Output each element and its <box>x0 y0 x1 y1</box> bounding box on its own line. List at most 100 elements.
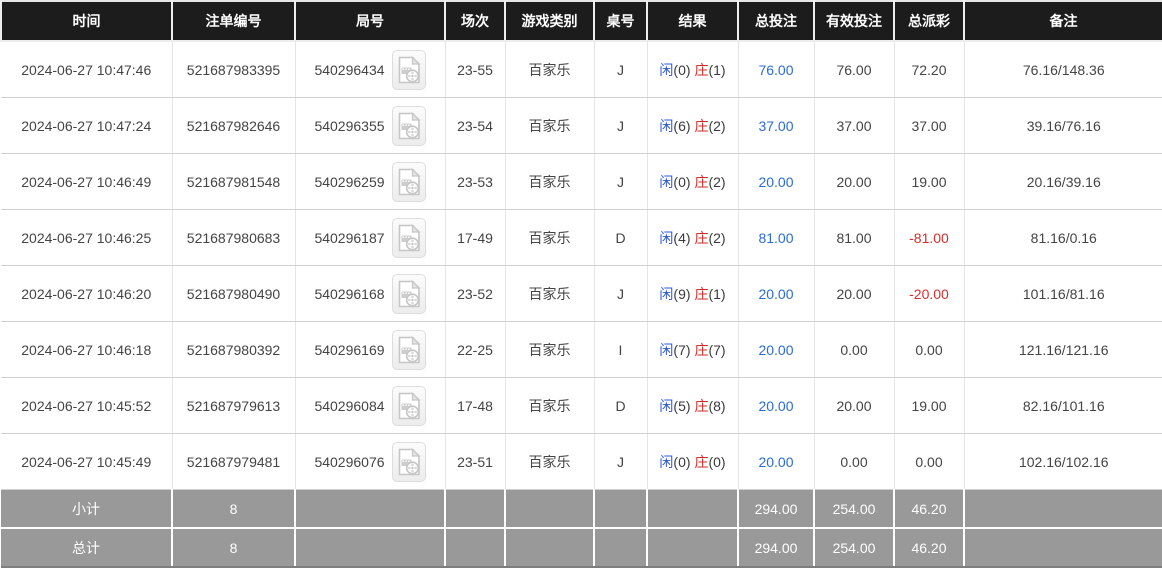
cell-round-number: 540296168 <box>295 265 446 322</box>
result-player-label: 闲 <box>659 397 674 414</box>
cell-total-bet: 20.00 <box>738 265 815 322</box>
table-row: 2024-06-27 10:47:46 521687983395 540296434… <box>1 41 1162 98</box>
result-banker-label: 庄 <box>694 173 709 190</box>
table-row: 2024-06-27 10:47:24 521687982646 540296355… <box>1 97 1162 154</box>
cell-table-number: J <box>594 153 648 210</box>
cell-total-bet: 37.00 <box>738 97 815 154</box>
cell-session: 23-52 <box>445 265 506 322</box>
round-number-text: 540296187 <box>314 229 385 246</box>
column-header-payout: 总派彩 <box>893 1 965 42</box>
total-bet-value-link[interactable]: 81.00 <box>758 229 794 246</box>
summary-empty <box>295 528 446 568</box>
cell-bet-number: 521687979481 <box>172 433 296 490</box>
cell-session: 22-25 <box>445 321 506 378</box>
cell-payout: -81.00 <box>894 209 965 266</box>
cell-game-type: 百家乐 <box>505 321 595 378</box>
result-player-label: 闲 <box>659 453 674 470</box>
result-banker-label: 庄 <box>694 397 709 414</box>
cell-session: 17-48 <box>445 377 506 434</box>
video-replay-button[interactable] <box>391 49 426 90</box>
summary-empty <box>445 528 506 568</box>
round-number-text: 540296434 <box>314 61 385 78</box>
cell-bet-number: 521687982646 <box>172 97 296 154</box>
video-replay-button[interactable] <box>391 385 426 426</box>
round-number-with-video: 540296434 <box>314 49 426 90</box>
cell-payout: 0.00 <box>894 433 965 490</box>
result-banker-score: (2) <box>708 173 726 190</box>
cell-payout: 37.00 <box>894 97 965 154</box>
cell-remark: 101.16/81.16 <box>964 265 1162 322</box>
result-player-label: 闲 <box>659 341 674 358</box>
table-row: 2024-06-27 10:46:20 521687980490 540296168… <box>1 265 1162 322</box>
result-banker-score: (2) <box>708 117 726 134</box>
cell-valid-bet: 76.00 <box>814 41 895 98</box>
result-banker-label: 庄 <box>694 229 709 246</box>
result-banker-label: 庄 <box>694 117 709 134</box>
video-file-icon <box>397 279 421 308</box>
cell-result: 闲(0) 庄(2) <box>647 153 739 210</box>
cell-time: 2024-06-27 10:46:18 <box>1 321 173 378</box>
result-banker-score: (1) <box>708 285 726 302</box>
cell-session: 23-54 <box>445 97 506 154</box>
video-replay-button[interactable] <box>391 441 426 482</box>
cell-time: 2024-06-27 10:46:25 <box>1 209 173 266</box>
subtotal-row: 小计 8 294.00 254.00 46.20 <box>1 489 1162 529</box>
cell-valid-bet: 20.00 <box>814 377 895 434</box>
cell-remark: 82.16/101.16 <box>964 377 1162 434</box>
cell-time: 2024-06-27 10:47:24 <box>1 97 173 154</box>
summary-count: 8 <box>172 489 296 529</box>
table-row: 2024-06-27 10:45:52 521687979613 540296084… <box>1 377 1162 434</box>
cell-result: 闲(7) 庄(7) <box>647 321 739 378</box>
cell-table-number: D <box>594 209 648 266</box>
video-replay-button[interactable] <box>391 217 426 258</box>
table-row: 2024-06-27 10:45:49 521687979481 540296076… <box>1 433 1162 490</box>
video-replay-button[interactable] <box>391 105 426 146</box>
summary-empty <box>594 528 648 568</box>
cell-session: 17-49 <box>445 209 506 266</box>
cell-bet-number: 521687980683 <box>172 209 296 266</box>
cell-session: 23-53 <box>445 153 506 210</box>
cell-total-bet: 81.00 <box>738 209 815 266</box>
round-number-with-video: 540296168 <box>314 273 426 314</box>
column-header-table_no: 桌号 <box>593 1 648 42</box>
cell-round-number: 540296187 <box>295 209 446 266</box>
result-banker-label: 庄 <box>694 285 709 302</box>
round-number-with-video: 540296259 <box>314 161 426 202</box>
video-file-icon <box>397 447 421 476</box>
cell-result: 闲(0) 庄(1) <box>647 41 739 98</box>
video-replay-button[interactable] <box>391 273 426 314</box>
cell-game-type: 百家乐 <box>505 265 595 322</box>
summary-empty <box>964 489 1162 529</box>
result-banker-score: (8) <box>708 397 726 414</box>
cell-bet-number: 521687983395 <box>172 41 296 98</box>
total-bet-value-link[interactable]: 20.00 <box>758 397 794 414</box>
cell-result: 闲(4) 庄(2) <box>647 209 739 266</box>
video-replay-button[interactable] <box>391 161 426 202</box>
cell-remark: 102.16/102.16 <box>964 433 1162 490</box>
total-bet-value-link[interactable]: 20.00 <box>758 173 794 190</box>
total-bet-value-link[interactable]: 20.00 <box>758 453 794 470</box>
result-player-score: (5) <box>673 397 691 414</box>
summary-payout: 46.20 <box>894 528 965 568</box>
total-bet-value-link[interactable]: 20.00 <box>758 341 794 358</box>
total-bet-value-link[interactable]: 20.00 <box>758 285 794 302</box>
summary-empty <box>505 528 595 568</box>
total-bet-value-link[interactable]: 37.00 <box>758 117 794 134</box>
column-header-valid_bet: 有效投注 <box>813 1 895 42</box>
cell-payout: 72.20 <box>894 41 965 98</box>
cell-total-bet: 20.00 <box>738 153 815 210</box>
cell-round-number: 540296076 <box>295 433 446 490</box>
video-file-icon <box>397 223 421 252</box>
summary-valid-bet: 254.00 <box>814 489 895 529</box>
cell-remark: 121.16/121.16 <box>964 321 1162 378</box>
cell-table-number: D <box>594 377 648 434</box>
video-replay-button[interactable] <box>391 329 426 370</box>
cell-result: 闲(6) 庄(2) <box>647 97 739 154</box>
video-file-icon <box>397 111 421 140</box>
cell-game-type: 百家乐 <box>505 433 595 490</box>
round-number-with-video: 540296355 <box>314 105 426 146</box>
total-bet-value-link[interactable]: 76.00 <box>758 61 794 78</box>
cell-total-bet: 76.00 <box>738 41 815 98</box>
table-row: 2024-06-27 10:46:49 521687981548 540296259… <box>1 153 1162 210</box>
summary-empty <box>594 489 648 529</box>
